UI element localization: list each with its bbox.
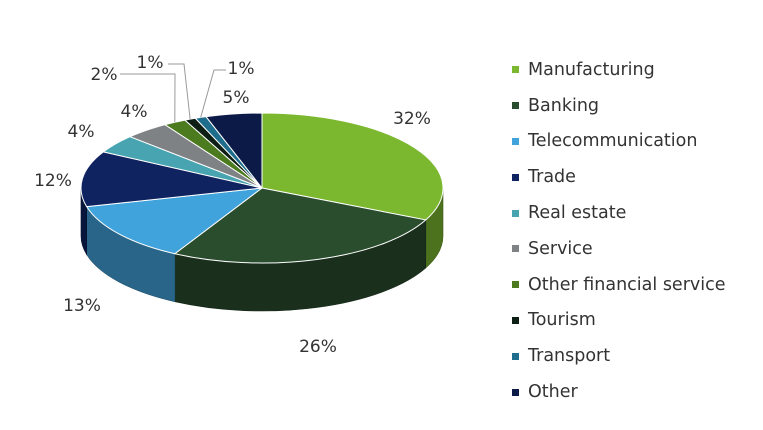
legend-swatch [512,352,519,360]
data-label: 26% [299,337,337,357]
legend: Manufacturing Banking Telecommunication … [512,52,726,410]
legend-swatch [512,209,519,217]
legend-item: Service [512,231,726,267]
legend-item: Manufacturing [512,52,726,88]
legend-item: Tourism [512,303,726,339]
legend-label: Real estate [528,203,627,224]
data-label: 4% [121,102,148,122]
legend-item: Telecommunication [512,124,726,160]
legend-label: Tourism [528,310,596,331]
legend-item: Real estate [512,195,726,231]
legend-item: Other [512,374,726,410]
pie-sides [80,187,444,312]
data-label: 12% [34,171,72,191]
leader-lines [120,63,226,123]
legend-swatch [512,388,519,396]
data-label: 1% [137,53,164,73]
legend-label: Transport [528,346,611,367]
legend-item: Trade [512,159,726,195]
data-label: 5% [223,88,250,108]
legend-swatch [512,137,519,145]
data-label: 1% [228,59,255,79]
data-labels: 32%26%13%12%4%4%2%1% 1%5% [34,53,431,357]
data-label: 4% [68,122,95,142]
legend-swatch [512,102,519,110]
legend-label: Service [528,238,593,259]
data-label: 13% [63,296,101,316]
pie-slices [80,112,444,264]
legend-swatch [512,281,519,289]
legend-swatch [512,173,519,181]
pie-slice [261,112,444,221]
watermark: 知乎 @jinkun [605,389,719,410]
legend-swatch [512,245,519,253]
legend-label: Banking [528,95,600,116]
legend-label: Other financial service [528,274,726,295]
legend-label: Manufacturing [528,59,655,80]
pie-slice [80,151,263,208]
legend-item: Other financial service [512,267,726,303]
legend-swatch [512,316,519,324]
legend-item: Transport [512,338,726,374]
legend-item: Banking [512,88,726,124]
pie-slice [86,187,263,255]
legend-label: Other [528,382,578,403]
data-label: 2% [91,65,118,85]
legend-swatch [512,66,519,74]
leader-line [168,63,191,120]
leader-line [120,73,176,123]
legend-label: Telecommunication [528,131,698,152]
leader-line [200,69,226,118]
data-label: 32% [393,109,431,129]
pie-slice [205,112,263,189]
legend-label: Trade [528,167,576,188]
